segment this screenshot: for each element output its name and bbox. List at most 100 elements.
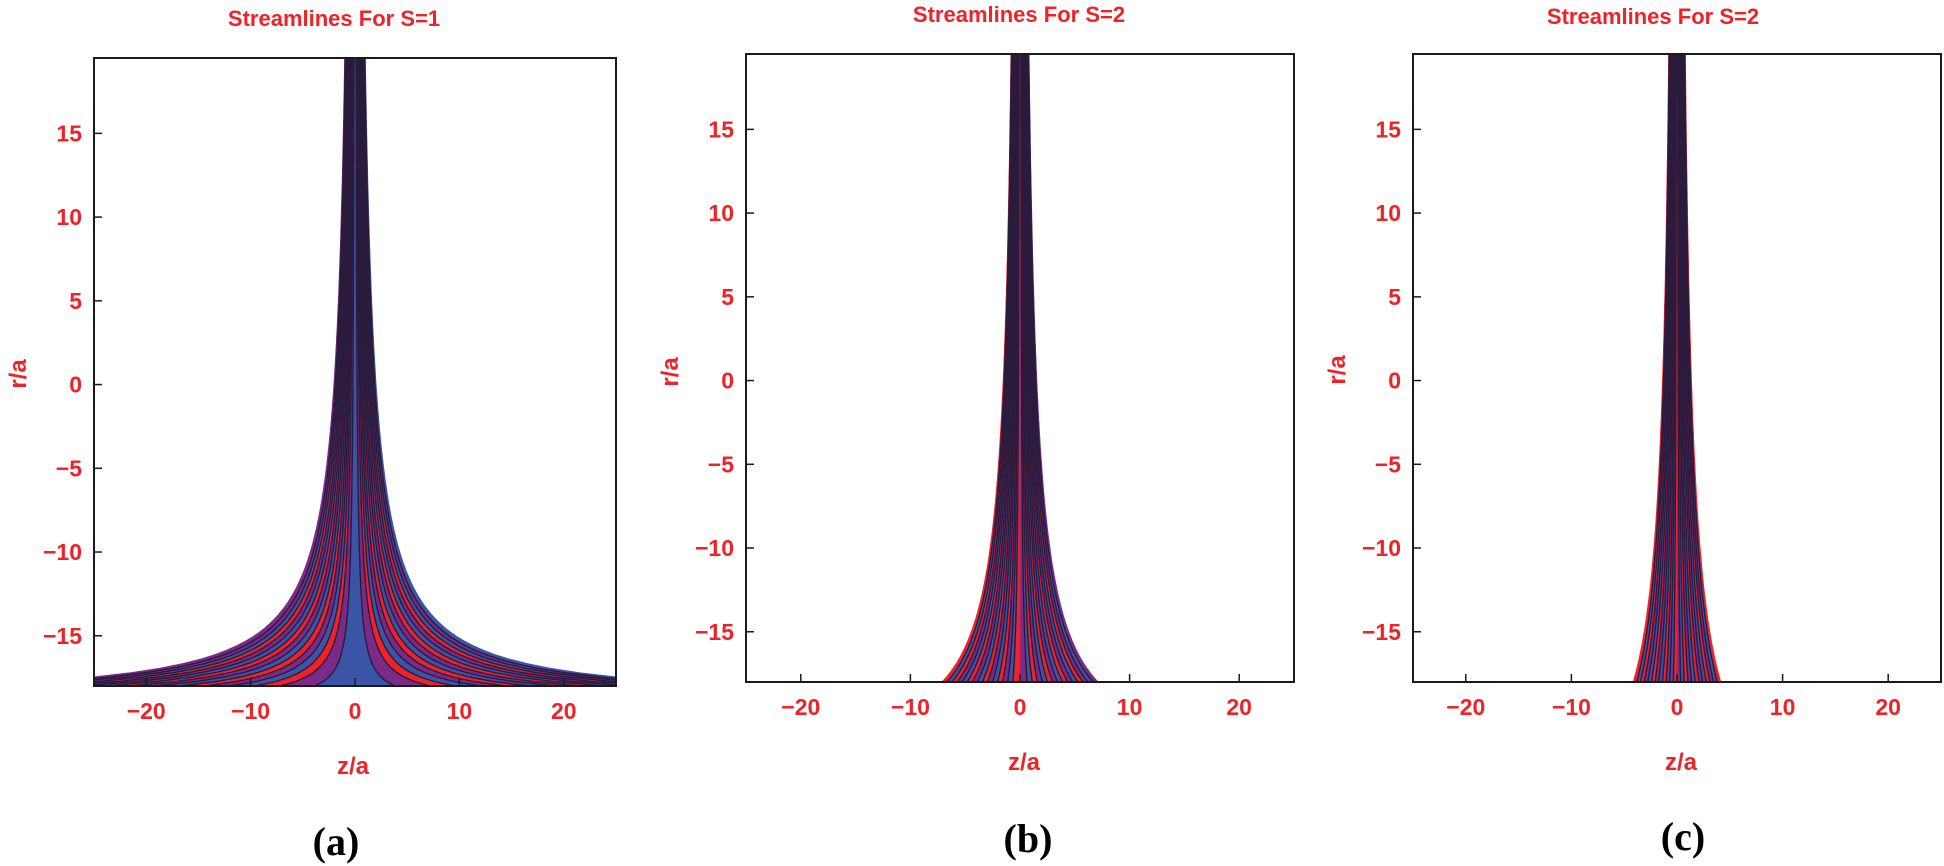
streamline-contour: [1683, 54, 1715, 682]
streamline-contour: [360, 58, 581, 686]
panel-b-plot-area: −20 −10 0 10 20 −15 −10 −5 0 5 10 15: [695, 53, 1295, 720]
streamline-contour: [254, 58, 354, 686]
x-tick-label: 0: [1014, 694, 1027, 720]
y-tick-label: 15: [56, 120, 82, 146]
streamline-contour: [357, 58, 481, 686]
x-tick-label: 20: [1226, 694, 1252, 720]
streamline-contour: [1661, 54, 1675, 682]
streamline-contour: [279, 58, 354, 686]
panel-a: Streamlines For S=1 −20 −10 0 10 20 −15 −10 −5 0…: [5, 6, 617, 864]
y-tick-label: −10: [695, 535, 734, 561]
panel-a-plot-area: −20 −10 0 10 20 −15 −10 −5 0 5 10 15: [43, 57, 617, 724]
streamline-contour: [314, 58, 355, 686]
y-tick-label: −5: [708, 451, 734, 477]
streamline-contour: [358, 58, 506, 686]
streamline-contour: [1650, 54, 1673, 682]
y-tick-label: −10: [1362, 535, 1401, 561]
streamline-contour: [94, 58, 348, 684]
streamline-contour: [356, 58, 431, 686]
x-tick-label: −20: [127, 698, 166, 724]
streamline-contour: [1027, 54, 1094, 682]
streamline-contour: [1679, 54, 1696, 682]
streamline-contour: [94, 58, 347, 681]
streamline-contour: [1672, 54, 1677, 682]
streamline-contour: [1639, 54, 1671, 682]
streamline-contour: [1680, 54, 1700, 682]
y-tick-label: 5: [69, 288, 82, 314]
streamline-contour: [179, 58, 352, 686]
panel-a-title: Streamlines For S=1: [228, 6, 440, 31]
x-tick-label: 10: [1770, 694, 1796, 720]
streamline-contour: [1654, 54, 1674, 682]
streamline-contour: [359, 58, 556, 686]
panel-b-xlabel: z/a: [1008, 749, 1041, 776]
panel-a-ylabel: r/a: [5, 359, 32, 389]
streamline-contour: [1682, 54, 1707, 682]
x-tick-label: 10: [1117, 694, 1143, 720]
streamline-contour: [1023, 54, 1059, 682]
y-tick-label: 15: [708, 116, 734, 142]
streamline-contour: [361, 58, 616, 686]
y-tick-label: −15: [43, 623, 82, 649]
x-tick-label: 20: [551, 698, 577, 724]
y-tick-label: 10: [708, 200, 734, 226]
streamline-contour: [204, 58, 352, 686]
y-tick-label: 0: [1388, 368, 1401, 394]
x-tick-label: −20: [1446, 694, 1485, 720]
panel-a-caption: (a): [313, 819, 360, 864]
y-tick-label: 10: [1375, 200, 1401, 226]
streamline-contour: [1684, 54, 1718, 682]
streamline-contour: [1647, 54, 1672, 682]
panel-c-title: Streamlines For S=2: [1547, 4, 1759, 29]
x-tick-label: 10: [447, 698, 473, 724]
x-tick-label: −10: [891, 694, 930, 720]
y-tick-label: 5: [1388, 284, 1401, 310]
panel-c-plot-area: −20 −10 0 10 20 −15 −10 −5 0 5 10 15: [1362, 53, 1942, 720]
y-tick-label: −5: [1375, 451, 1401, 477]
x-tick-label: −10: [1552, 694, 1591, 720]
streamline-contour: [1677, 54, 1685, 682]
streamline-contour: [355, 58, 396, 686]
streamline-contour: [364, 58, 616, 680]
y-tick-label: 0: [69, 372, 82, 398]
streamline-contour: [229, 58, 353, 686]
streamline-contour: [1682, 54, 1711, 682]
y-tick-label: −10: [43, 539, 82, 565]
streamline-contour: [104, 58, 350, 686]
streamline-contour: [1643, 54, 1672, 682]
streamline-contour: [1669, 54, 1677, 682]
streamline-contour: [1636, 54, 1670, 682]
panel-b: Streamlines For S=2 −20 −10 0 10 20 −15 −10 −5 0…: [657, 2, 1295, 861]
panel-c-ylabel: r/a: [1324, 355, 1351, 385]
streamline-contour: [1026, 54, 1084, 682]
panel-b-caption: (b): [1004, 816, 1053, 861]
streamline-contour: [1024, 54, 1069, 682]
streamline-contour: [358, 58, 531, 686]
x-tick-label: 20: [1875, 694, 1901, 720]
streamline-contour: [362, 58, 616, 684]
y-tick-label: −5: [56, 455, 82, 481]
streamline-contour: [1658, 54, 1675, 682]
y-tick-label: 10: [56, 204, 82, 230]
streamline-band: [94, 58, 346, 679]
streamline-contour: [356, 58, 456, 686]
streamline-contour: [1665, 54, 1676, 682]
panel-a-xlabel: z/a: [337, 753, 370, 780]
y-tick-label: 5: [721, 284, 734, 310]
streamline-contour: [94, 58, 349, 686]
streamline-contour: [1677, 54, 1682, 682]
panel-b-title: Streamlines For S=2: [913, 2, 1125, 27]
y-tick-label: 15: [1375, 116, 1401, 142]
streamline-contour: [1679, 54, 1693, 682]
panel-b-ylabel: r/a: [657, 357, 684, 387]
streamline-contour: [1678, 54, 1689, 682]
y-tick-label: 0: [721, 368, 734, 394]
x-tick-label: −10: [231, 698, 270, 724]
streamline-contour: [94, 58, 346, 680]
panel-c: Streamlines For S=2 −20 −10 0 10 20 −15 −10 −5 0…: [1324, 4, 1942, 859]
streamline-contour: [154, 58, 351, 686]
streamline-contour: [1681, 54, 1704, 682]
streamline-contour: [363, 58, 616, 681]
x-tick-label: −20: [781, 694, 820, 720]
